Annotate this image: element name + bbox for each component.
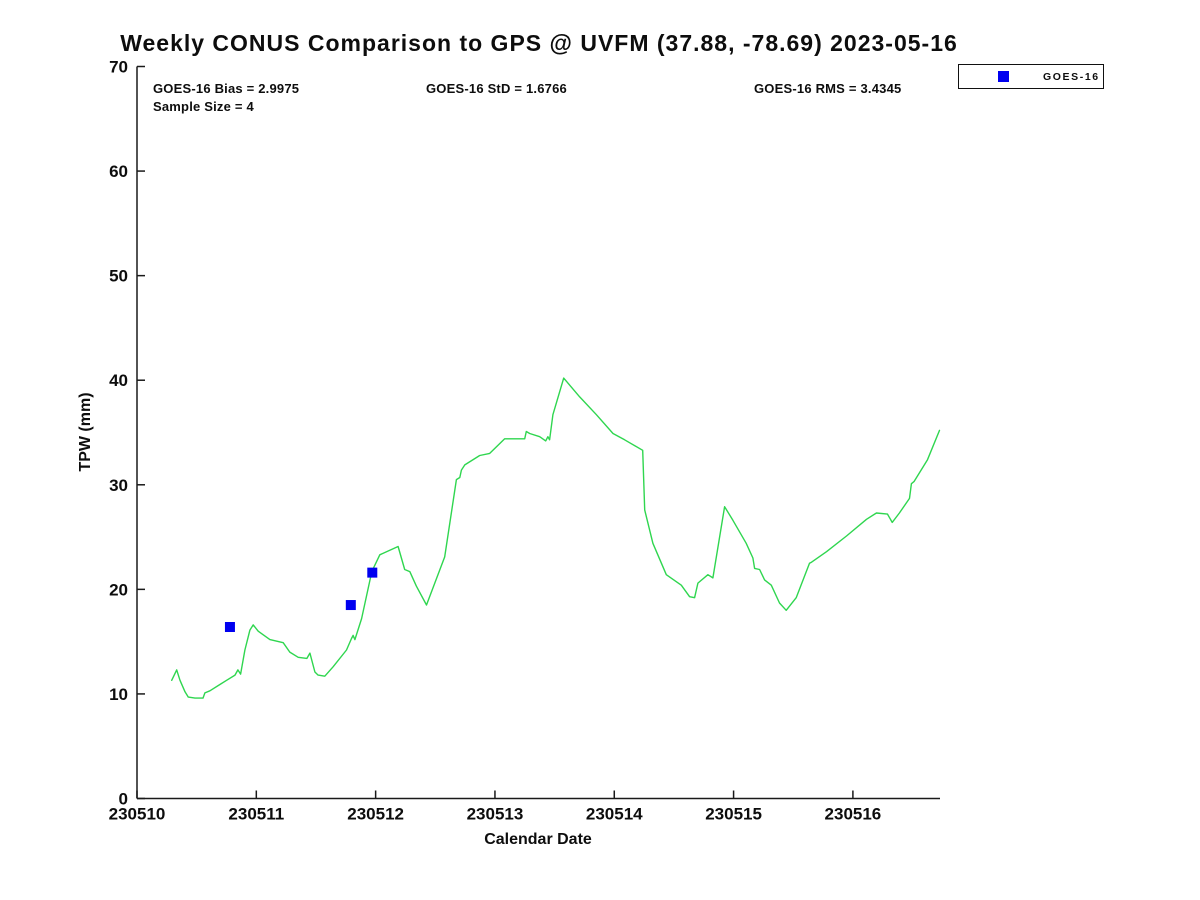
stat-bias-text: GOES-16 Bias = 2.9975 bbox=[153, 81, 300, 96]
x-tick-label: 230510 bbox=[109, 805, 166, 824]
y-tick-label: 10 bbox=[109, 685, 128, 704]
x-tick-label: 230512 bbox=[347, 805, 404, 824]
goes16-marker bbox=[345, 600, 356, 611]
y-tick-label: 20 bbox=[109, 580, 128, 599]
y-tick-label: 0 bbox=[119, 790, 128, 809]
y-tick-label: 70 bbox=[109, 58, 128, 77]
chart-title: Weekly CONUS Comparison to GPS @ UVFM (3… bbox=[120, 30, 958, 56]
legend: GOES-16 bbox=[958, 64, 1104, 89]
y-axis-title: TPW (mm) bbox=[77, 392, 94, 472]
y-tick-label: 50 bbox=[109, 267, 128, 286]
goes16-marker bbox=[224, 622, 235, 633]
goes16-marker bbox=[367, 567, 378, 578]
x-axis-title: Calendar Date bbox=[484, 831, 592, 848]
y-tick-label: 60 bbox=[109, 162, 128, 181]
legend-square-marker-icon bbox=[998, 71, 1009, 82]
stat-sample-size-text: Sample Size = 4 bbox=[153, 99, 254, 114]
y-tick-label: 30 bbox=[109, 476, 128, 495]
x-tick-label: 230516 bbox=[825, 805, 882, 824]
x-tick-label: 230511 bbox=[228, 805, 284, 824]
x-tick-label: 230513 bbox=[467, 805, 524, 824]
legend-entry-label: GOES-16 bbox=[1043, 70, 1100, 83]
stat-std-text: GOES-16 StD = 1.6766 bbox=[426, 81, 567, 96]
x-tick-label: 230514 bbox=[586, 805, 643, 824]
x-tick-label: 230515 bbox=[705, 805, 762, 824]
stat-rms-text: GOES-16 RMS = 3.4345 bbox=[754, 81, 902, 96]
y-tick-label: 40 bbox=[109, 371, 128, 390]
gps-tpw-line bbox=[170, 377, 941, 699]
